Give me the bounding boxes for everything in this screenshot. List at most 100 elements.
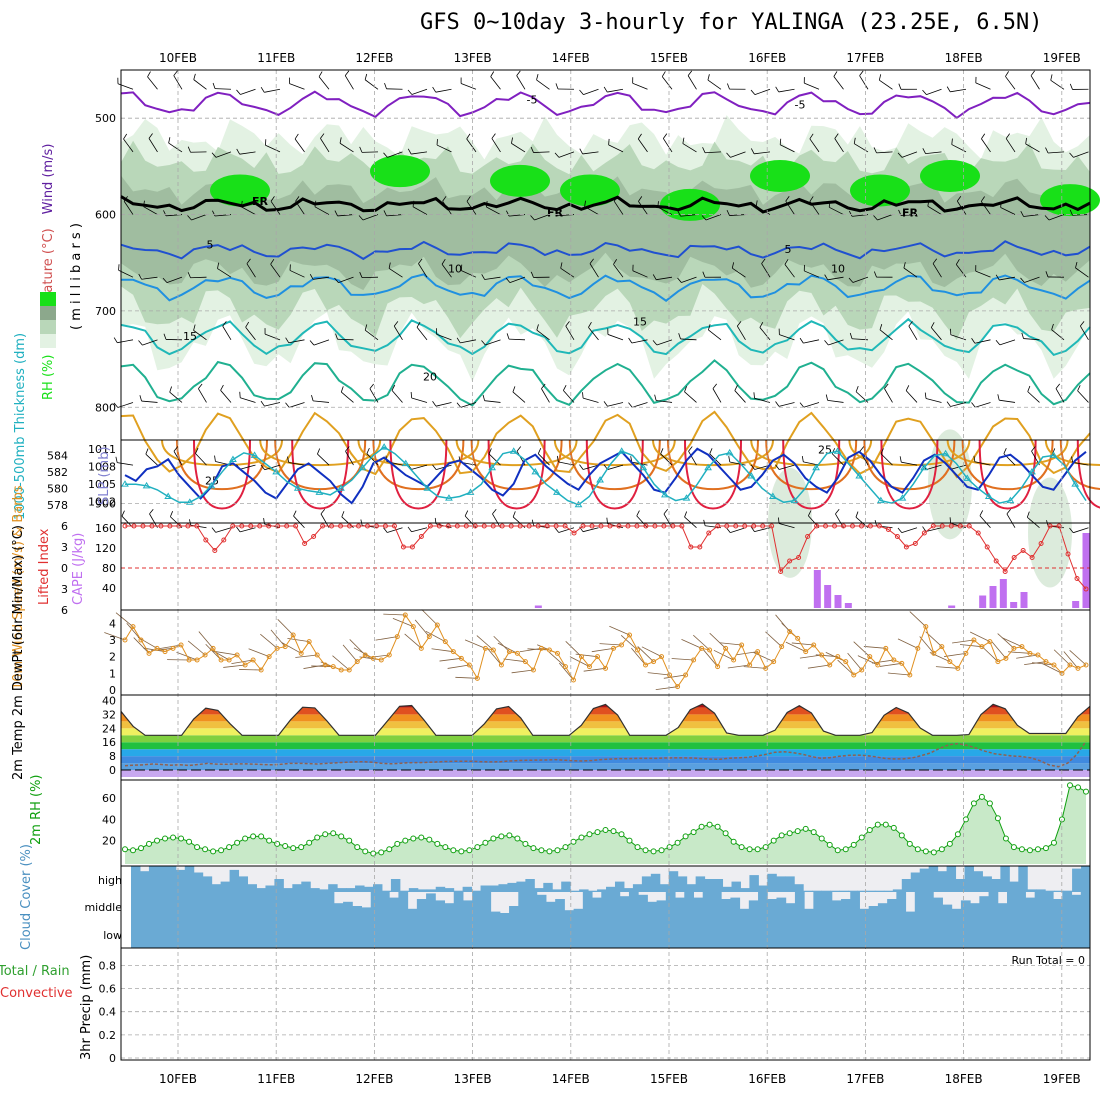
wind-barb-10m — [909, 611, 927, 627]
wind-barb-10m — [719, 642, 742, 646]
wind-barb — [362, 214, 379, 221]
date-label-bottom: 12FEB — [355, 1072, 393, 1086]
lifted-point — [957, 523, 963, 529]
wind-barb-10m — [1001, 637, 1023, 648]
rh2m-point — [802, 825, 809, 832]
wind-barb-flag — [761, 258, 766, 264]
date-label-bottom: 16FEB — [748, 1072, 786, 1086]
lifted-point — [544, 523, 550, 529]
wind-speed-point — [843, 659, 849, 665]
wind-barb — [632, 270, 648, 278]
wind-barb-10m — [1053, 649, 1071, 666]
rh2m-point — [386, 846, 393, 853]
date-label-top: 11FEB — [257, 51, 295, 65]
rh2m-point — [458, 848, 465, 855]
wind-barb-flag — [466, 196, 471, 202]
wind-barb-10m — [311, 665, 334, 668]
cloud-cell-low — [1036, 920, 1046, 948]
cloud-cell-high — [426, 889, 437, 892]
lifted-point — [284, 523, 290, 529]
wind-speed-point — [883, 645, 889, 651]
cloud-cell-middle — [333, 903, 344, 920]
wind-barb-flag — [971, 402, 976, 408]
rh2m-point — [450, 847, 457, 854]
wind-speed-point — [402, 612, 408, 618]
wind-speed-point — [859, 667, 865, 673]
wind-barb-flag — [383, 210, 387, 217]
wind-barb — [217, 268, 232, 278]
lifted-point — [939, 523, 945, 529]
wind-barb-flag — [687, 70, 693, 76]
wind-barb-flag — [1051, 323, 1054, 330]
wind-barb-flag — [785, 196, 790, 202]
cloud-cell-low — [758, 920, 768, 948]
wind-barb-flag — [873, 147, 877, 154]
wind-barb — [905, 390, 918, 403]
thickness-marker — [229, 455, 237, 462]
wind-barb-10m — [952, 639, 974, 644]
wind-barb — [780, 144, 795, 153]
cloud-cell-high — [148, 866, 159, 892]
lifted-point — [311, 534, 317, 539]
date-label-bottom: 10FEB — [159, 1072, 197, 1086]
wind-barb — [411, 88, 428, 95]
lifted-point — [724, 523, 730, 529]
thickness-marker — [358, 463, 367, 471]
wind-ylabel: 10m Wind Speed (m/s) & Barbs — [11, 485, 26, 690]
wind-barb-10m — [647, 672, 670, 676]
wind-barb-flag — [505, 277, 511, 283]
wind-barb — [583, 88, 599, 95]
wind-barb-flag — [511, 137, 513, 144]
wind-speed-point — [1043, 659, 1049, 665]
cloud-cell-middle — [1043, 892, 1054, 920]
cloud-cell-low — [1072, 920, 1082, 948]
wind-speed-point — [659, 654, 665, 660]
date-label-bottom: 15FEB — [650, 1072, 688, 1086]
wind-barb-flag — [835, 508, 840, 515]
wind-barb — [484, 276, 501, 280]
lifted-point — [1020, 548, 1026, 553]
wind-barb — [369, 388, 379, 403]
wind-barb-flag — [753, 392, 755, 399]
li-tick: 6 — [61, 604, 68, 617]
wind-barb — [436, 144, 452, 153]
lifted-point — [885, 527, 891, 532]
wind-barb-flag — [660, 448, 664, 454]
upper-y-tick: 900 — [95, 498, 116, 511]
cloud-cell-middle — [877, 903, 888, 920]
wind-barb — [190, 276, 207, 279]
wind-barb-flag — [677, 277, 682, 283]
cloud-cell-high — [946, 866, 957, 892]
wind-barb — [436, 464, 452, 471]
cloud-cell-low — [256, 920, 266, 948]
date-label-top: 18FEB — [945, 51, 983, 65]
lifted-point — [517, 523, 523, 529]
cloud-cell-high — [991, 879, 1001, 892]
wind-barb-10m — [260, 633, 278, 649]
rh2m-point — [322, 831, 329, 838]
wind-barb — [637, 138, 648, 153]
lifted-point — [338, 523, 344, 529]
lifted-point — [400, 544, 406, 550]
wind-barb — [613, 200, 624, 215]
wind-barb — [416, 327, 428, 341]
rh2m-point — [178, 835, 185, 842]
wind-barb-flag — [481, 340, 486, 346]
cloud-cell-low — [623, 920, 634, 948]
wind-speed-point — [827, 662, 833, 668]
wind-barb-flag — [613, 259, 618, 265]
lifted-point — [230, 523, 236, 529]
cloud-cell-low — [507, 920, 517, 948]
rh2m-point — [138, 845, 145, 852]
wind-barb-flag — [339, 137, 342, 144]
wind-barb — [1000, 207, 1016, 215]
wind-barb — [829, 206, 844, 215]
cloud-cell-high — [292, 884, 302, 892]
cloud-cell-low — [588, 920, 598, 948]
wind-speed-point — [795, 635, 801, 641]
cloud-cell-middle — [1016, 892, 1026, 920]
cloud-cell-high — [184, 866, 195, 892]
wind-barb-flag — [491, 133, 496, 139]
wind-barb-10m — [295, 654, 318, 658]
thickness-marker — [121, 480, 129, 487]
